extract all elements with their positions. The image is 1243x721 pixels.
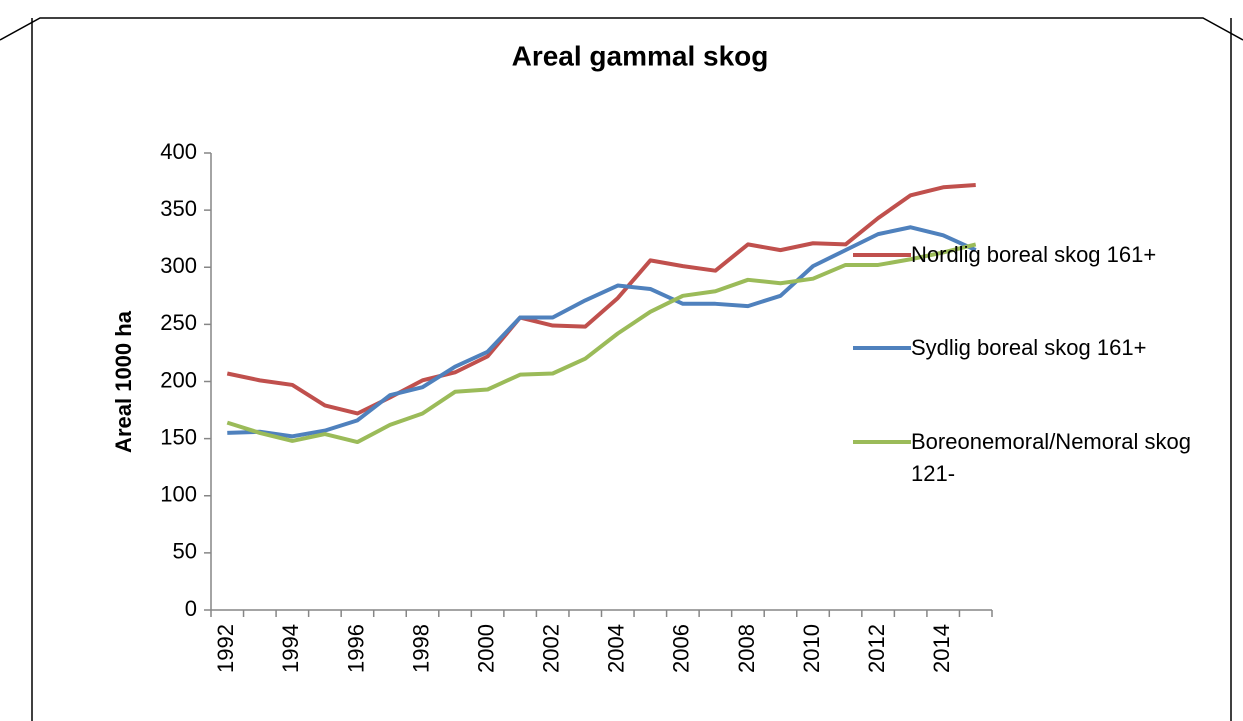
x-tick-label: 2004 — [604, 624, 629, 673]
series-line — [226, 182, 976, 416]
x-tick-label: 2008 — [734, 624, 759, 673]
y-axis-label: Areal 1000 ha — [111, 310, 136, 453]
x-tick-label: 1996 — [343, 624, 368, 673]
x-tick-label: 1998 — [408, 624, 433, 673]
x-tick-label: 1992 — [213, 624, 238, 673]
y-tick-label: 150 — [160, 424, 197, 449]
legend-label: Nordlig boreal skog 161+ — [911, 242, 1157, 267]
y-tick-label: 400 — [160, 139, 197, 164]
series-line — [226, 242, 977, 445]
legend-label: Sydlig boreal skog 161+ — [911, 335, 1147, 360]
legend-entry: Sydlig boreal skog 161+ — [853, 332, 1229, 364]
legend-entry: Boreonemoral/Nemoral skog 121- — [853, 426, 1229, 490]
x-tick-label: 2000 — [473, 624, 498, 673]
y-tick-label: 350 — [160, 196, 197, 221]
y-tick-label: 100 — [160, 482, 197, 507]
legend-swatch — [853, 346, 911, 350]
x-tick-label: 2006 — [669, 624, 694, 673]
y-tick-label: 50 — [173, 539, 197, 564]
legend-entry: Nordlig boreal skog 161+ — [853, 239, 1229, 271]
y-tick-label: 200 — [160, 367, 197, 392]
x-tick-label: 2012 — [864, 624, 889, 673]
y-tick-label: 250 — [160, 310, 197, 335]
legend-swatch — [853, 440, 911, 444]
y-tick-label: 0 — [185, 596, 197, 621]
x-tick-label: 2014 — [929, 624, 954, 673]
legend-swatch — [853, 253, 911, 257]
legend-label: Boreonemoral/Nemoral skog 121- — [911, 429, 1192, 486]
chart-title: Areal gammal skog — [512, 40, 769, 71]
x-tick-label: 2002 — [539, 624, 564, 673]
y-tick-label: 300 — [160, 253, 197, 278]
x-tick-label: 2010 — [799, 624, 824, 673]
frame-top — [0, 17, 1243, 41]
series-line — [227, 225, 977, 439]
x-tick-label: 1994 — [278, 624, 303, 673]
